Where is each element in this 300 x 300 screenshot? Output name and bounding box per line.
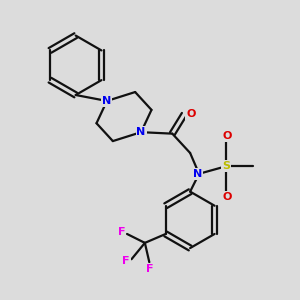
Text: N: N: [102, 96, 112, 106]
Text: O: O: [223, 131, 232, 141]
Text: F: F: [118, 227, 125, 238]
Text: F: F: [122, 256, 130, 266]
Text: F: F: [146, 264, 154, 274]
Text: O: O: [186, 109, 195, 119]
Text: N: N: [136, 127, 146, 137]
Text: N: N: [193, 169, 202, 179]
Text: O: O: [223, 192, 232, 202]
Text: S: S: [222, 161, 230, 171]
